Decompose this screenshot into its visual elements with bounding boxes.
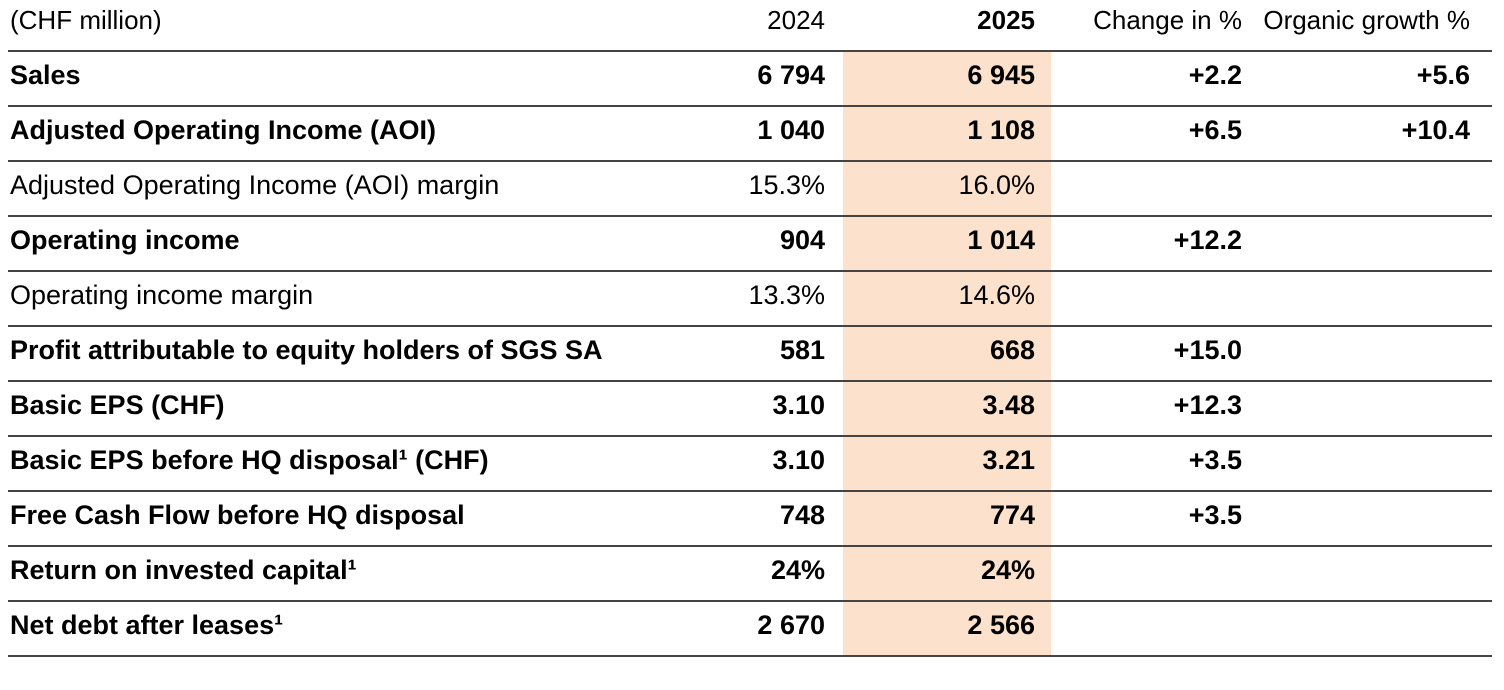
value-organic <box>1242 435 1492 491</box>
column-header-change: Change in % <box>1093 5 1242 35</box>
value-organic <box>1242 215 1492 271</box>
table-body: Sales 6 794 6 945 +2.2 +5.6 Adjusted Operatin… <box>8 50 1492 657</box>
table-row: Operating income margin 13.3% 14.6% <box>8 270 1492 326</box>
table-row: Adjusted Operating Income (AOI) margin 15… <box>8 160 1492 216</box>
table-row: Basic EPS (CHF) 3.10 3.48 +12.3 <box>8 380 1492 436</box>
value-change <box>1051 600 1242 657</box>
value-2025: 1 108 <box>843 105 1051 161</box>
value-2025: 14.6% <box>843 270 1051 326</box>
value-change <box>1051 270 1242 326</box>
value-change: +3.5 <box>1051 435 1242 491</box>
value-2024: 3.10 <box>700 435 843 491</box>
table-row: Free Cash Flow before HQ disposal 748 774 +… <box>8 490 1492 546</box>
value-organic <box>1242 325 1492 381</box>
value-organic <box>1242 160 1492 216</box>
column-header-unit: (CHF million) <box>10 5 162 35</box>
column-header-organic: Organic growth % <box>1263 5 1470 35</box>
table-row: Net debt after leases¹ 2 670 2 566 <box>8 600 1492 657</box>
value-2025: 16.0% <box>843 160 1051 216</box>
value-organic: +10.4 <box>1242 105 1492 161</box>
table-row: Profit attributable to equity holders of… <box>8 325 1492 381</box>
value-change: +2.2 <box>1051 50 1242 106</box>
value-change: +12.3 <box>1051 380 1242 436</box>
value-change: +3.5 <box>1051 490 1242 546</box>
value-2024: 581 <box>700 325 843 381</box>
row-label: Basic EPS before HQ disposal¹ (CHF) <box>8 435 700 491</box>
value-organic <box>1242 490 1492 546</box>
value-change: +6.5 <box>1051 105 1242 161</box>
value-2024: 13.3% <box>700 270 843 326</box>
value-change: +12.2 <box>1051 215 1242 271</box>
value-organic: +5.6 <box>1242 50 1492 106</box>
value-2024: 3.10 <box>700 380 843 436</box>
row-label: Free Cash Flow before HQ disposal <box>8 490 700 546</box>
row-label: Adjusted Operating Income (AOI) <box>8 105 700 161</box>
value-2024: 6 794 <box>700 50 843 106</box>
value-2025: 2 566 <box>843 600 1051 657</box>
value-2024: 1 040 <box>700 105 843 161</box>
row-label: Net debt after leases¹ <box>8 600 700 657</box>
value-2025: 24% <box>843 545 1051 601</box>
row-label: Profit attributable to equity holders of… <box>8 325 700 381</box>
value-2025: 6 945 <box>843 50 1051 106</box>
value-2024: 15.3% <box>700 160 843 216</box>
table-row: Return on invested capital¹ 24% 24% <box>8 545 1492 601</box>
table-row: Basic EPS before HQ disposal¹ (CHF) 3.10 3… <box>8 435 1492 491</box>
value-organic <box>1242 600 1492 657</box>
column-header-2025: 2025 <box>977 5 1035 35</box>
column-header-2024: 2024 <box>767 5 825 35</box>
value-2024: 24% <box>700 545 843 601</box>
row-label: Adjusted Operating Income (AOI) margin <box>8 160 700 216</box>
row-label: Operating income margin <box>8 270 700 326</box>
value-organic <box>1242 380 1492 436</box>
table-row: Operating income 904 1 014 +12.2 <box>8 215 1492 271</box>
value-change <box>1051 545 1242 601</box>
value-2025: 3.48 <box>843 380 1051 436</box>
financial-results-table: (CHF million) 2024 2025 Change in % Orga… <box>8 0 1492 657</box>
value-2025: 774 <box>843 490 1051 546</box>
value-2025: 668 <box>843 325 1051 381</box>
table-header-row: (CHF million) 2024 2025 Change in % Orga… <box>8 0 1492 51</box>
value-2024: 748 <box>700 490 843 546</box>
value-organic <box>1242 545 1492 601</box>
row-label: Basic EPS (CHF) <box>8 380 700 436</box>
row-label: Sales <box>8 50 700 106</box>
value-change <box>1051 160 1242 216</box>
value-organic <box>1242 270 1492 326</box>
value-change: +15.0 <box>1051 325 1242 381</box>
table-row: Adjusted Operating Income (AOI) 1 040 1 10… <box>8 105 1492 161</box>
value-2025: 3.21 <box>843 435 1051 491</box>
value-2024: 904 <box>700 215 843 271</box>
table-row: Sales 6 794 6 945 +2.2 +5.6 <box>8 50 1492 106</box>
row-label: Return on invested capital¹ <box>8 545 700 601</box>
row-label: Operating income <box>8 215 700 271</box>
value-2025: 1 014 <box>843 215 1051 271</box>
value-2024: 2 670 <box>700 600 843 657</box>
